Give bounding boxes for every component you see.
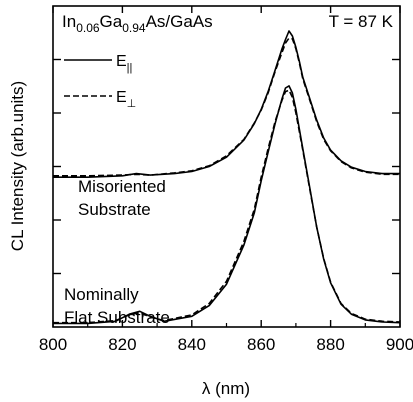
series-line-0-solid [53, 30, 400, 178]
title-ga-fraction: 0.94 [122, 21, 146, 35]
legend-label-perpendicular: E⊥ [116, 89, 136, 110]
legend-label-parallel: E|| [116, 53, 132, 74]
legend-perp-sub: ⊥ [127, 98, 137, 110]
x-tick-label: 880 [316, 335, 344, 354]
annotation-flat-line2: Flat Substrate [64, 308, 170, 327]
series-line-1-dashed [53, 37, 400, 177]
x-axis-ticks [52, 6, 401, 327]
title-ga: Ga [100, 12, 123, 31]
x-tick-label: 860 [247, 335, 275, 354]
annotation-misoriented: Misoriented Substrate [78, 177, 171, 219]
annotation-flat: Nominally Flat Substrate [64, 285, 170, 327]
annotation-flat-line1: Nominally [64, 285, 139, 304]
legend: E|| E⊥ [64, 53, 136, 110]
series-line-3-dashed [53, 89, 401, 324]
legend-perp-main: E [116, 89, 127, 106]
series-layer [53, 30, 401, 325]
y-axis-label: CL Intensity (arb.units) [8, 81, 27, 251]
title-in: In [62, 12, 76, 31]
title-in-fraction: 0.06 [76, 21, 100, 35]
x-axis-label: λ (nm) [202, 379, 250, 398]
x-tick-label: 840 [178, 335, 206, 354]
title-rest: As/GaAs [146, 12, 213, 31]
legend-parallel-sub: || [127, 62, 133, 74]
x-tick-label: 800 [39, 335, 67, 354]
x-tick-label: 820 [108, 335, 136, 354]
chart-title: In0.06Ga0.94As/GaAs [62, 12, 213, 35]
temperature-label: T = 87 K [329, 12, 394, 31]
annotation-misoriented-line2: Substrate [78, 200, 151, 219]
plot-frame [52, 5, 401, 328]
annotation-misoriented-line1: Misoriented [78, 177, 166, 196]
y-axis-ticks [53, 58, 400, 275]
x-tick-label: 900 [386, 335, 413, 354]
x-axis-tick-labels: 800 820 840 860 880 900 [39, 335, 413, 354]
legend-parallel-main: E [116, 53, 127, 70]
